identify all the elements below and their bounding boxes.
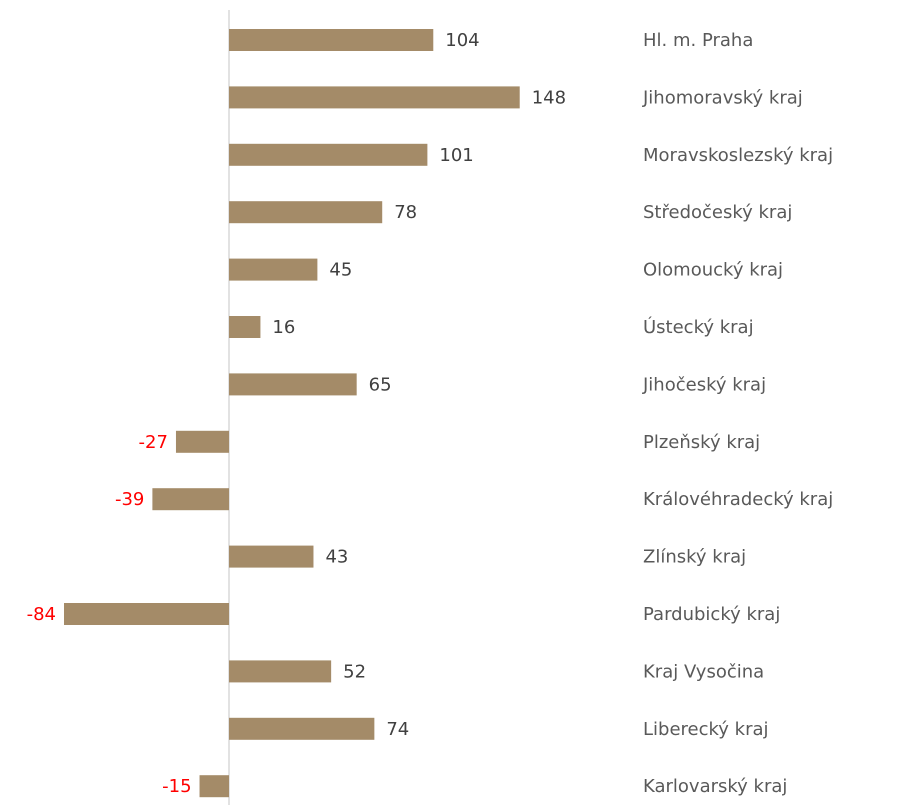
- category-label: Olomoucký kraj: [643, 260, 783, 281]
- bar: [229, 29, 434, 51]
- data-label: 148: [532, 87, 566, 108]
- category-label: Středočeský kraj: [643, 202, 792, 223]
- category-label: Hl. m. Praha: [643, 30, 753, 51]
- category-label: Plzeňský kraj: [643, 432, 760, 453]
- bar: [64, 603, 229, 625]
- bar: [229, 660, 332, 683]
- data-label: 65: [369, 374, 392, 395]
- category-label: Jihomoravský kraj: [642, 87, 803, 108]
- data-label: -15: [162, 776, 191, 797]
- data-label: 78: [394, 202, 417, 223]
- category-label: Zlínský kraj: [643, 547, 746, 568]
- data-label: 43: [325, 547, 348, 568]
- data-label: 104: [445, 30, 479, 51]
- bar: [229, 201, 383, 224]
- bar: [229, 86, 520, 109]
- category-label: Karlovarský kraj: [643, 776, 787, 797]
- bar: [229, 717, 375, 740]
- data-label: -84: [27, 604, 56, 625]
- data-label: 45: [329, 260, 352, 281]
- data-label: 16: [272, 317, 295, 338]
- category-label: Královéhradecký kraj: [643, 489, 833, 510]
- data-label: 101: [439, 145, 473, 166]
- data-label: -39: [115, 489, 144, 510]
- category-label: Jihočeský kraj: [642, 374, 766, 395]
- bar: [175, 430, 229, 453]
- category-label: Pardubický kraj: [643, 604, 780, 625]
- data-label: 52: [343, 661, 366, 682]
- data-label: -27: [139, 432, 168, 453]
- bar: [229, 143, 428, 166]
- category-label: Moravskoslezský kraj: [643, 145, 833, 166]
- category-label: Ústecký kraj: [643, 316, 754, 338]
- bar: [229, 258, 318, 281]
- bar: [199, 775, 229, 798]
- bar: [229, 373, 357, 396]
- data-label: 74: [386, 719, 409, 740]
- category-label: Kraj Vysočina: [643, 661, 764, 682]
- bar: [152, 488, 229, 511]
- bar: [229, 316, 261, 338]
- category-label: Liberecký kraj: [643, 719, 769, 740]
- bar: [229, 545, 314, 568]
